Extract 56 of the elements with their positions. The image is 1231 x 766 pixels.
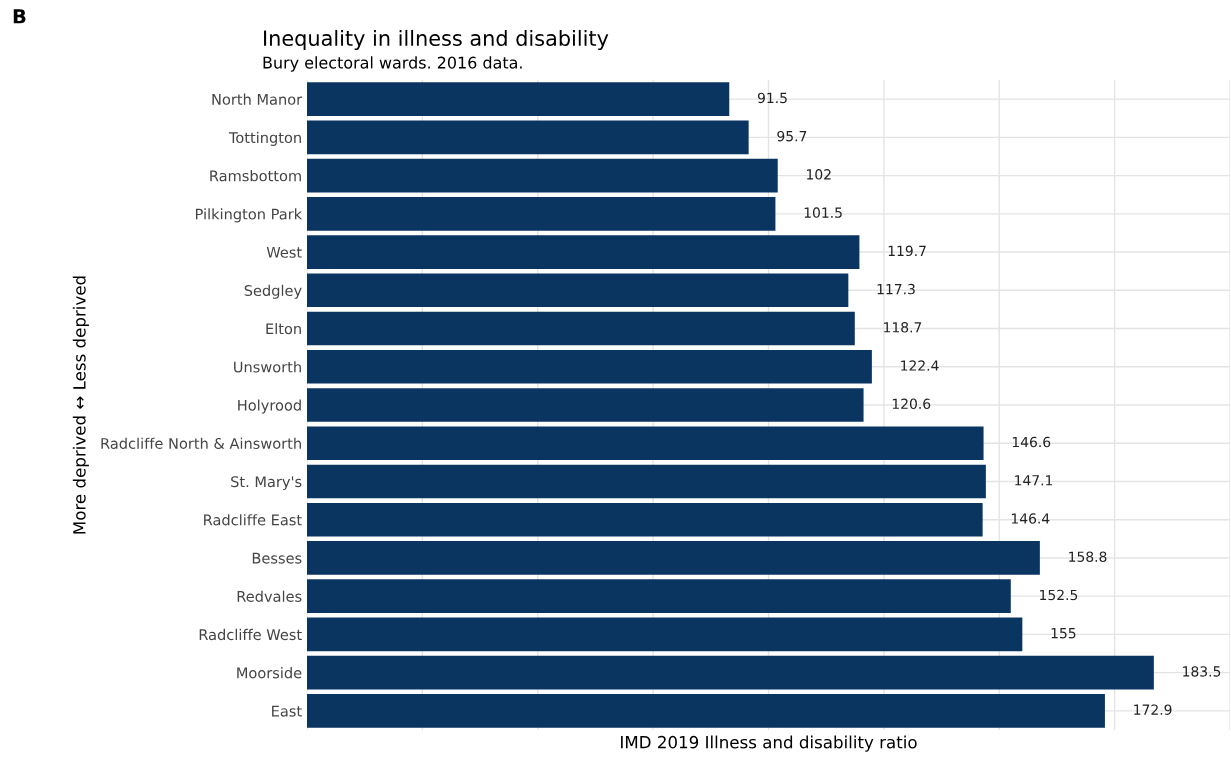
bar [307,235,860,269]
bar [307,502,983,537]
data-label: 95.7 [777,130,807,142]
data-label: 152.5 [1040,589,1078,601]
bar [307,655,1154,690]
y-tick-label: East [272,705,302,717]
data-label: 102 [807,169,831,180]
y-tick-label: West [266,246,302,258]
data-label: 117.3 [877,283,915,295]
bar [307,426,984,461]
y-tick-label: North Manor [212,93,303,105]
bar [307,120,749,155]
bar [307,541,1040,575]
y-tick-label: Holyrood [238,399,301,414]
data-label: 158.8 [1069,551,1107,562]
data-label: 91.5 [757,92,787,104]
bar [307,158,778,193]
y-tick-label: Tottington [228,131,301,146]
text: B [13,9,26,24]
bar [307,311,855,346]
y-axis-title: More deprived ↔ Less deprived [72,276,89,534]
y-tick-label: Redvales [237,590,302,602]
data-label: 101.5 [804,207,842,218]
bar [307,388,864,422]
y-tick-label: Radcliffe East [204,514,302,526]
y-tick-label: Moorside [237,667,302,679]
data-label: 122.4 [901,360,939,371]
data-label: 155 [1051,628,1076,639]
bar [307,349,872,384]
data-label: 183.5 [1183,666,1221,677]
y-tick-label: Radcliffe West [199,628,302,641]
data-label: 118.7 [884,322,922,333]
bar [307,197,776,231]
data-label: 146.4 [1011,513,1050,524]
y-tick-label: Unsworth [234,361,301,373]
bar [307,464,986,499]
x-axis-title: IMD 2019 Illness and disability ratio [621,735,917,752]
bar [307,579,1011,613]
data-label: 119.7 [888,245,926,257]
data-label: 172.9 [1134,704,1172,715]
bar [307,82,730,116]
bar [307,617,1023,652]
y-tick-label: Pilkington Park [195,208,303,223]
y-tick-label: Besses [252,552,302,564]
y-tick-label: Radcliffe North & Ainsworth [101,437,301,449]
data-label: 147.1 [1015,475,1053,486]
bar [307,694,1105,728]
data-label: 146.6 [1012,436,1051,448]
bar [307,273,849,308]
y-tick-label: Ramsbottom [210,170,301,182]
y-tick-label: Sedgley [244,284,302,299]
y-tick-label: St. Mary's [231,476,302,491]
data-label: 120.6 [892,398,931,410]
chart-title: Inequality in illness and disability [264,29,609,51]
y-tick-label: Elton [266,322,301,335]
chart-subtitle: Bury electoral wards. 2016 data. [263,56,522,72]
